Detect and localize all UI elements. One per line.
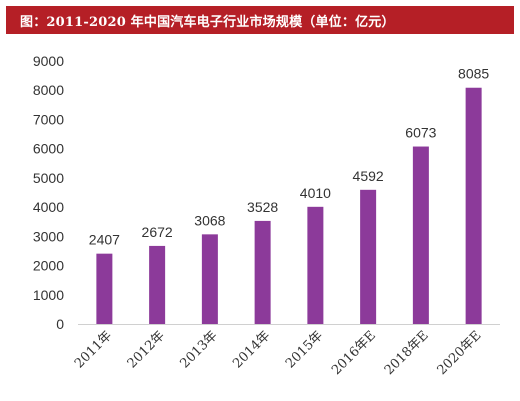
- data-label: 4010: [300, 185, 331, 201]
- y-tick-label: 5000: [33, 170, 64, 186]
- data-label: 8085: [458, 66, 489, 82]
- x-tick-label: 2011年: [72, 328, 115, 371]
- x-tick-label: 2014年: [230, 328, 273, 371]
- data-label: 6073: [405, 125, 436, 141]
- data-label: 3528: [247, 199, 278, 215]
- x-tick-label: 2016年E: [329, 328, 379, 378]
- data-label: 2407: [89, 232, 120, 248]
- x-tick-label: 2015年: [283, 328, 326, 371]
- y-tick-label: 1000: [33, 287, 64, 303]
- x-tick-label: 2018年E: [382, 328, 432, 378]
- x-tick-label: 2013年: [178, 328, 221, 371]
- y-tick-label: 6000: [33, 141, 64, 157]
- y-tick-label: 8000: [33, 82, 64, 98]
- bar: [201, 234, 218, 324]
- data-label: 4592: [353, 168, 384, 184]
- x-tick-label: 2020年E: [435, 328, 485, 378]
- y-tick-label: 9000: [33, 53, 64, 69]
- bar: [465, 87, 482, 324]
- y-tick-label: 2000: [33, 258, 64, 274]
- bar: [254, 220, 271, 324]
- bar: [149, 245, 166, 324]
- bar: [96, 253, 113, 324]
- bar: [360, 189, 377, 324]
- y-tick-label: 3000: [33, 228, 64, 244]
- y-tick-label: 7000: [33, 111, 64, 127]
- bar: [307, 206, 324, 324]
- y-tick-label: 4000: [33, 199, 64, 215]
- bar: [412, 146, 429, 324]
- chart-title: 图：2011-2020 年中国汽车电子行业市场规模（单位：亿元）: [6, 6, 514, 34]
- data-label: 2672: [142, 224, 173, 240]
- data-label: 3068: [194, 212, 225, 228]
- x-tick-label: 2012年: [125, 328, 168, 371]
- y-tick-label: 0: [56, 316, 64, 332]
